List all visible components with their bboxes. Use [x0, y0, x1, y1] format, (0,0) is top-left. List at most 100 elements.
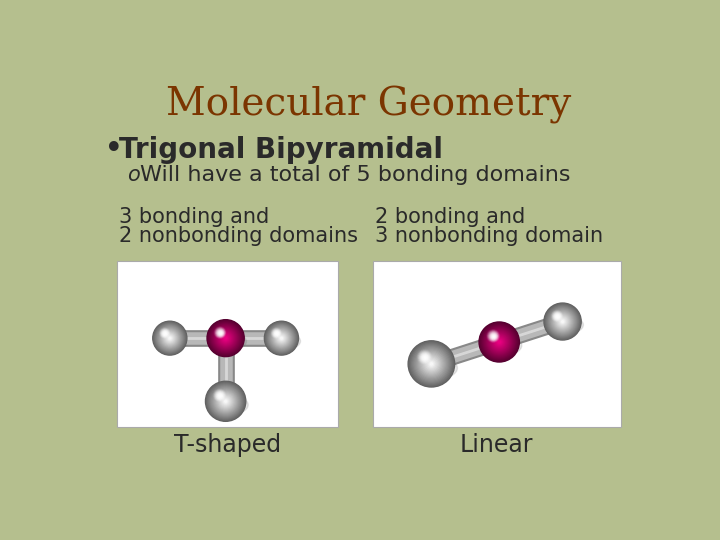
Circle shape	[166, 335, 174, 341]
Circle shape	[420, 352, 443, 375]
Circle shape	[220, 396, 230, 406]
Circle shape	[492, 335, 506, 349]
Circle shape	[561, 320, 564, 323]
Circle shape	[271, 328, 282, 339]
Circle shape	[212, 325, 238, 351]
Circle shape	[269, 326, 293, 350]
Circle shape	[552, 310, 574, 333]
Circle shape	[264, 321, 299, 355]
Circle shape	[276, 333, 277, 334]
Circle shape	[273, 330, 290, 347]
Circle shape	[207, 382, 245, 420]
Circle shape	[217, 393, 223, 399]
Circle shape	[156, 325, 184, 352]
Circle shape	[158, 326, 181, 350]
Circle shape	[158, 327, 181, 349]
Circle shape	[423, 356, 439, 372]
Circle shape	[220, 395, 221, 397]
Circle shape	[222, 397, 230, 406]
Circle shape	[220, 333, 221, 334]
Circle shape	[210, 322, 241, 354]
Circle shape	[216, 329, 235, 347]
Circle shape	[498, 341, 500, 343]
Circle shape	[217, 392, 235, 410]
Circle shape	[414, 347, 449, 381]
Circle shape	[490, 333, 497, 340]
Circle shape	[211, 323, 240, 353]
Circle shape	[281, 338, 282, 339]
Circle shape	[490, 333, 508, 351]
Circle shape	[219, 332, 232, 345]
Circle shape	[210, 386, 240, 416]
Circle shape	[408, 341, 454, 387]
Circle shape	[484, 327, 514, 357]
Circle shape	[163, 332, 176, 345]
Circle shape	[219, 394, 233, 408]
Circle shape	[225, 400, 227, 402]
Circle shape	[159, 328, 170, 339]
Circle shape	[167, 335, 172, 341]
Circle shape	[207, 383, 244, 419]
Text: Will have a total of 5 bonding domains: Will have a total of 5 bonding domains	[140, 165, 571, 185]
Ellipse shape	[546, 315, 583, 334]
Circle shape	[562, 321, 564, 322]
Circle shape	[544, 303, 581, 340]
Ellipse shape	[208, 395, 248, 415]
Circle shape	[426, 358, 437, 370]
Text: Molecular Geometry: Molecular Geometry	[166, 86, 572, 124]
Circle shape	[268, 325, 295, 352]
Text: o: o	[127, 165, 140, 185]
Circle shape	[416, 349, 446, 379]
Circle shape	[274, 330, 279, 336]
Circle shape	[423, 356, 427, 359]
Circle shape	[219, 332, 222, 334]
Ellipse shape	[411, 356, 457, 380]
Circle shape	[551, 310, 563, 322]
Circle shape	[488, 332, 498, 341]
Circle shape	[214, 326, 238, 350]
Circle shape	[166, 334, 174, 342]
Circle shape	[271, 328, 292, 348]
Circle shape	[208, 321, 243, 356]
Circle shape	[217, 393, 234, 409]
Circle shape	[265, 322, 297, 354]
Text: 2 bonding and: 2 bonding and	[375, 207, 526, 227]
Circle shape	[558, 317, 567, 326]
Circle shape	[168, 336, 171, 340]
Circle shape	[162, 330, 178, 346]
Circle shape	[161, 330, 168, 336]
Circle shape	[217, 329, 224, 336]
Circle shape	[409, 342, 454, 386]
Circle shape	[429, 362, 433, 366]
Circle shape	[487, 330, 499, 342]
Circle shape	[422, 355, 428, 360]
Circle shape	[424, 357, 426, 359]
Circle shape	[557, 316, 568, 327]
Text: 3 bonding and: 3 bonding and	[120, 207, 270, 227]
Circle shape	[431, 363, 433, 365]
Circle shape	[274, 330, 289, 346]
FancyBboxPatch shape	[373, 261, 621, 427]
Circle shape	[214, 390, 225, 401]
Circle shape	[556, 315, 569, 328]
Circle shape	[214, 327, 226, 339]
Circle shape	[155, 323, 185, 353]
Circle shape	[493, 336, 505, 348]
Circle shape	[559, 319, 565, 325]
Circle shape	[485, 328, 513, 356]
Circle shape	[221, 334, 230, 343]
Circle shape	[153, 321, 187, 355]
Circle shape	[212, 387, 240, 415]
Circle shape	[215, 327, 237, 349]
Circle shape	[165, 333, 175, 343]
Circle shape	[216, 392, 224, 400]
Circle shape	[218, 331, 233, 346]
Circle shape	[161, 330, 179, 347]
Circle shape	[552, 312, 573, 332]
Circle shape	[553, 312, 572, 331]
Circle shape	[559, 318, 567, 325]
Circle shape	[160, 328, 169, 338]
Circle shape	[495, 338, 503, 346]
Circle shape	[555, 314, 559, 319]
Circle shape	[276, 333, 287, 343]
